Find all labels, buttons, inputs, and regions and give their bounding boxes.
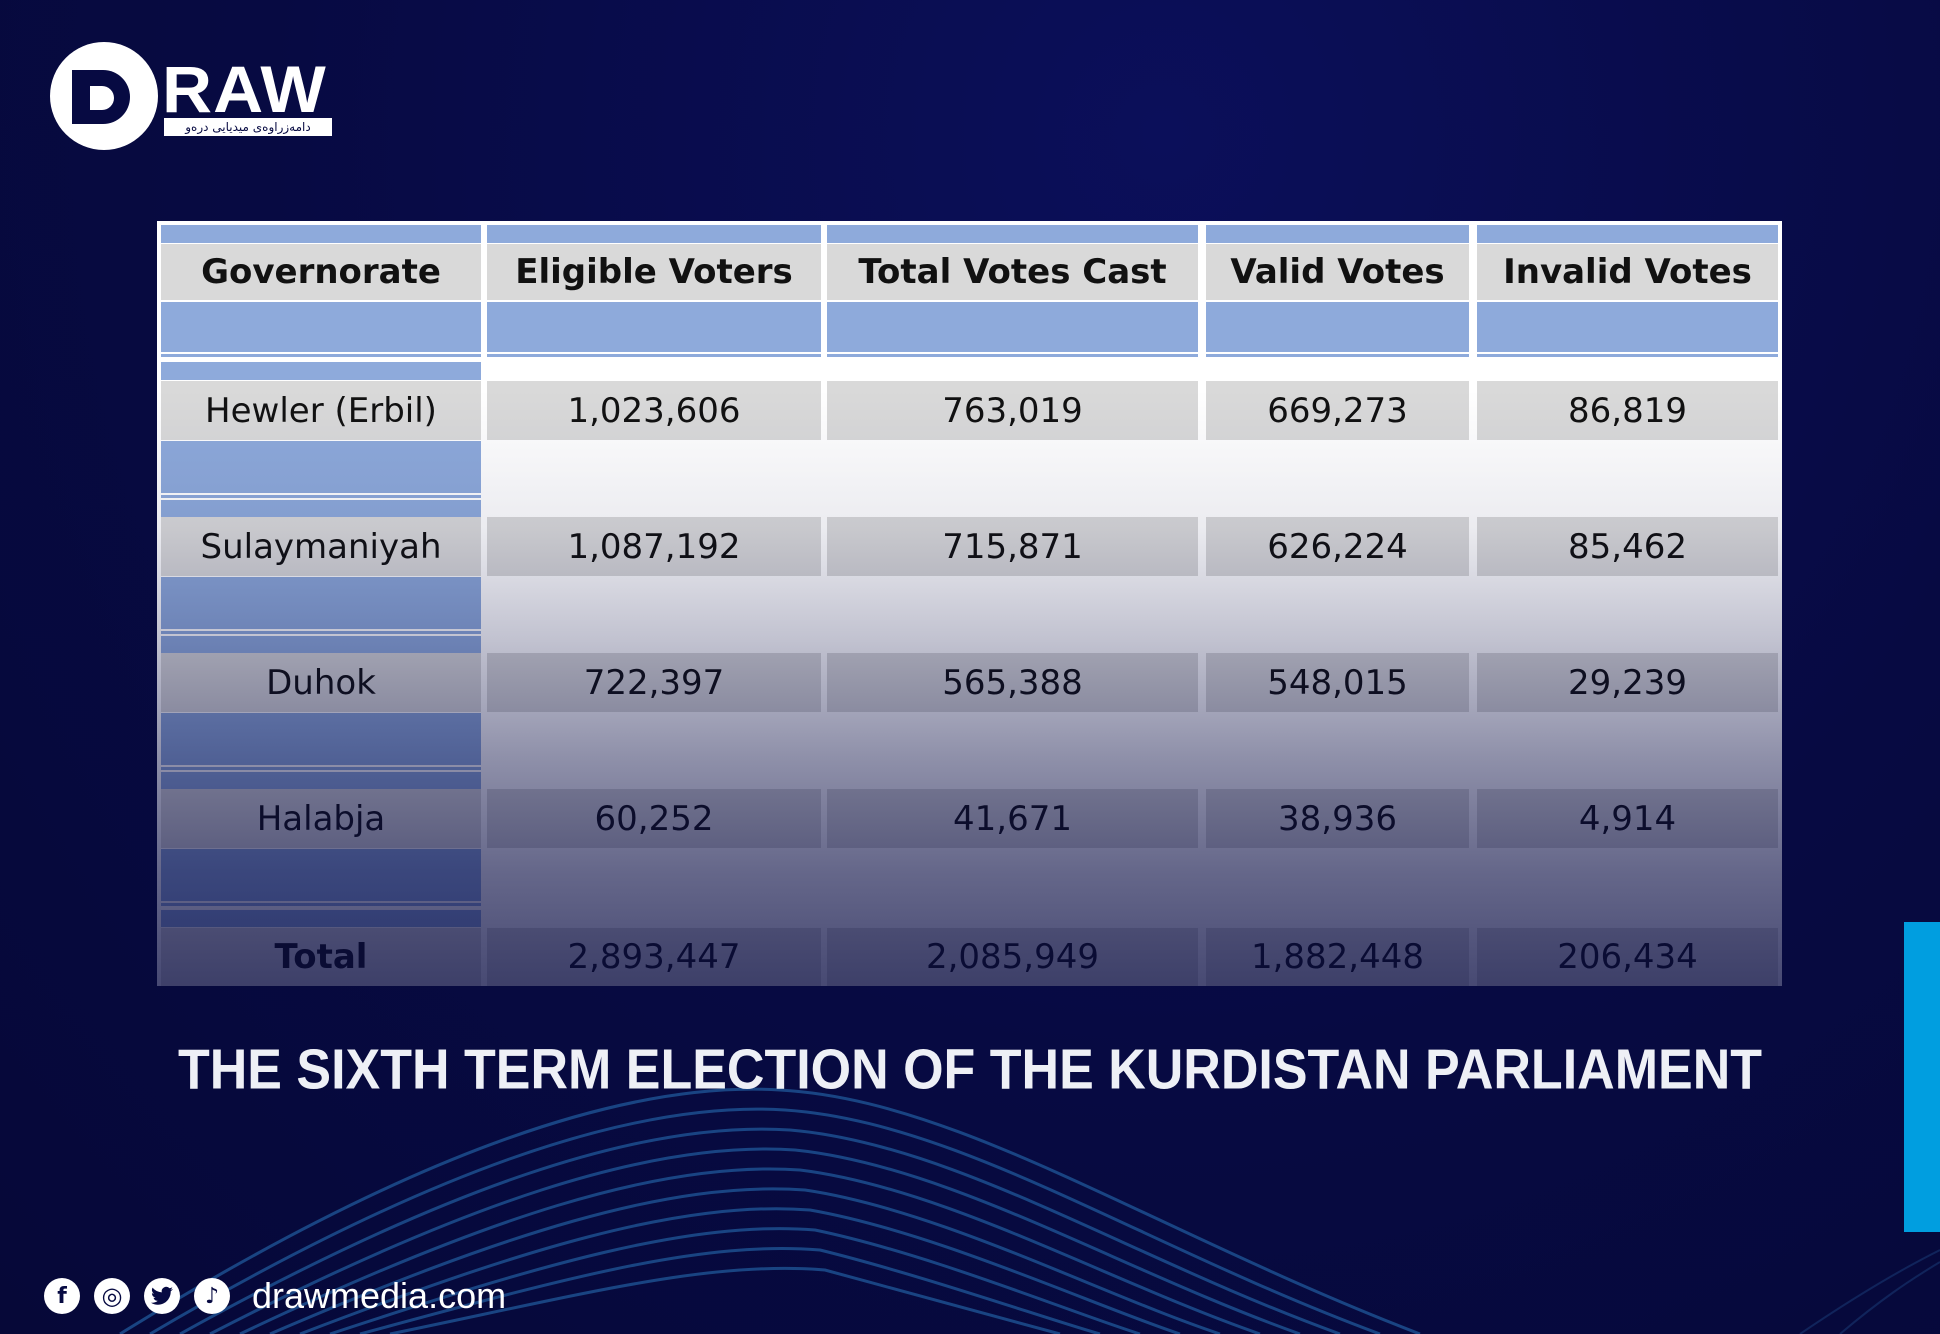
cell-valid-duhok: 548,015 <box>1206 653 1469 712</box>
cell-total-label: Total <box>161 928 481 986</box>
page-title: THE SIXTH TERM ELECTION OF THE KURDISTAN… <box>177 1038 1763 1102</box>
cell-eligible-hewler: 1,023,606 <box>487 381 821 440</box>
cell-eligible-duhok: 722,397 <box>487 653 821 712</box>
draw-logo: RAW دامەزراوەی میدیایی درەو <box>50 42 350 154</box>
cell-valid-total: 1,882,448 <box>1206 928 1469 986</box>
logo-wordmark: RAW <box>162 52 327 126</box>
column-governorate: Governorate Hewler (Erbil) Sulaymaniyah … <box>161 221 481 986</box>
website-link[interactable]: drawmedia.com <box>252 1275 507 1316</box>
cell-invalid-halabja: 4,914 <box>1477 789 1778 848</box>
logo-d-inner <box>90 86 114 110</box>
cell-invalid-sulaymaniyah: 85,462 <box>1477 517 1778 576</box>
accent-bar <box>1904 922 1940 1232</box>
header-governorate: Governorate <box>161 244 481 300</box>
facebook-icon[interactable]: f <box>44 1278 80 1314</box>
instagram-icon[interactable]: ◎ <box>94 1278 130 1314</box>
tiktok-icon[interactable]: ♪ <box>194 1278 230 1314</box>
cell-governorate-hewler: Hewler (Erbil) <box>161 381 481 440</box>
column-invalid-votes: Invalid Votes 86,819 85,462 29,239 4,914… <box>1477 221 1778 986</box>
cell-governorate-sulaymaniyah: Sulaymaniyah <box>161 517 481 576</box>
column-valid-votes: Valid Votes 669,273 626,224 548,015 38,9… <box>1206 221 1469 986</box>
logo-tagline: دامەزراوەی میدیایی درەو <box>164 118 332 136</box>
cell-cast-hewler: 763,019 <box>827 381 1198 440</box>
cell-governorate-halabja: Halabja <box>161 789 481 848</box>
cell-cast-sulaymaniyah: 715,871 <box>827 517 1198 576</box>
header-invalid-votes: Invalid Votes <box>1477 244 1778 300</box>
cell-eligible-total: 2,893,447 <box>487 928 821 986</box>
cell-cast-duhok: 565,388 <box>827 653 1198 712</box>
cell-valid-halabja: 38,936 <box>1206 789 1469 848</box>
header-valid-votes: Valid Votes <box>1206 244 1469 300</box>
cell-valid-sulaymaniyah: 626,224 <box>1206 517 1469 576</box>
election-results-table: Governorate Hewler (Erbil) Sulaymaniyah … <box>157 221 1782 986</box>
header-total-votes-cast: Total Votes Cast <box>827 244 1198 300</box>
cell-cast-total: 2,085,949 <box>827 928 1198 986</box>
cell-eligible-halabja: 60,252 <box>487 789 821 848</box>
cell-cast-halabja: 41,671 <box>827 789 1198 848</box>
cell-governorate-duhok: Duhok <box>161 653 481 712</box>
header-eligible-voters: Eligible Voters <box>487 244 821 300</box>
cell-invalid-total: 206,434 <box>1477 928 1778 986</box>
cell-invalid-hewler: 86,819 <box>1477 381 1778 440</box>
cell-valid-hewler: 669,273 <box>1206 381 1469 440</box>
cell-invalid-duhok: 29,239 <box>1477 653 1778 712</box>
cell-eligible-sulaymaniyah: 1,087,192 <box>487 517 821 576</box>
twitter-icon[interactable] <box>144 1278 180 1314</box>
column-total-votes-cast: Total Votes Cast 763,019 715,871 565,388… <box>827 221 1198 986</box>
column-eligible-voters: Eligible Voters 1,023,606 1,087,192 722,… <box>487 221 821 986</box>
social-footer: f ◎ ♪ drawmedia.com <box>44 1275 507 1316</box>
